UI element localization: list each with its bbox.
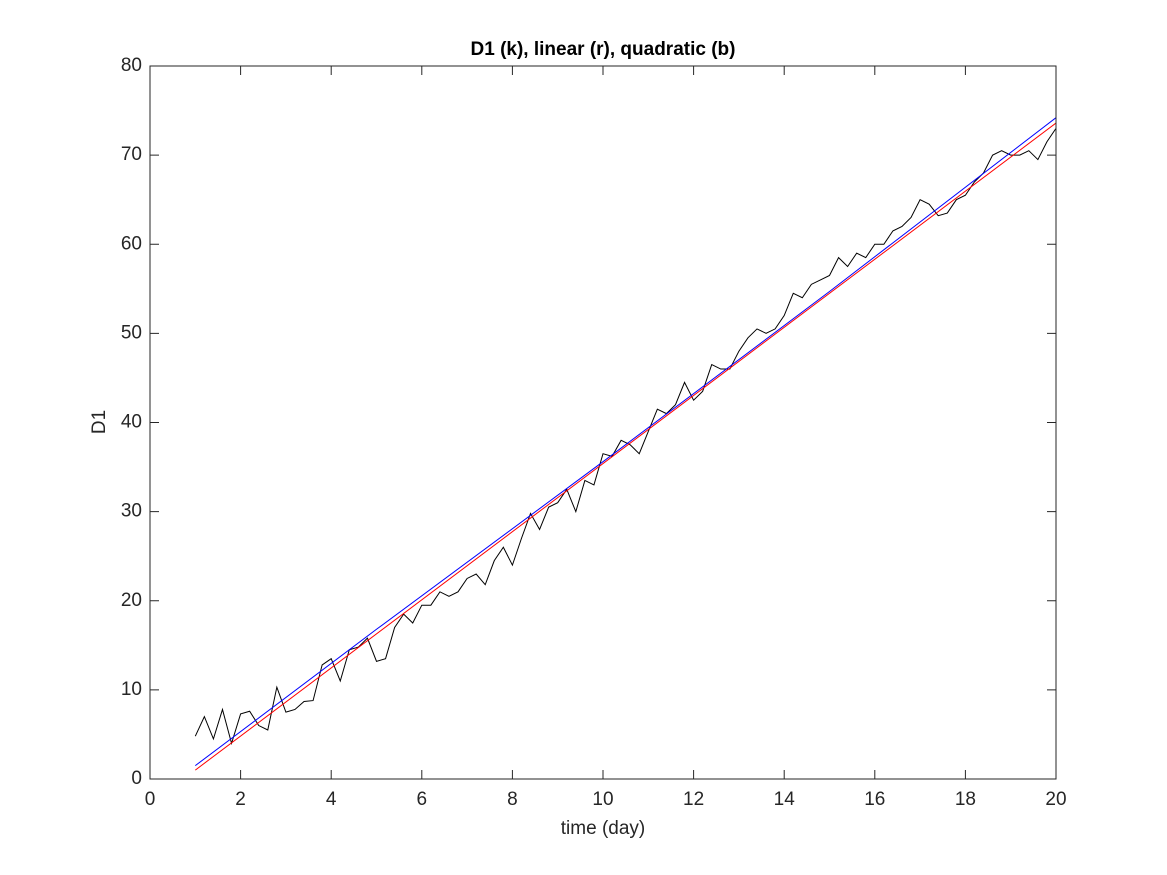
- x-tick-label: 6: [417, 789, 428, 810]
- x-tick-label: 8: [507, 789, 518, 810]
- x-tick-label: 18: [955, 789, 976, 810]
- y-tick-label: 30: [121, 501, 142, 522]
- y-tick-label: 70: [121, 144, 142, 165]
- y-tick-label: 0: [131, 768, 142, 789]
- axes-box: [149, 65, 1057, 780]
- x-axis-label: time (day): [561, 818, 645, 839]
- x-tick-label: 20: [1045, 789, 1066, 810]
- y-tick-label: 50: [121, 322, 142, 343]
- data-line: [194, 117, 1057, 767]
- x-tick-label: 12: [683, 789, 704, 810]
- data-line: [194, 122, 1057, 771]
- y-tick-label: 80: [121, 55, 142, 76]
- y-tick-label: 20: [121, 590, 142, 611]
- x-tick-label: 10: [592, 789, 613, 810]
- chart-title: D1 (k), linear (r), quadratic (b): [471, 39, 736, 60]
- data-line: [194, 128, 1057, 746]
- x-tick-label: 0: [145, 789, 156, 810]
- y-tick-label: 10: [121, 679, 142, 700]
- x-tick-label: 16: [864, 789, 885, 810]
- y-tick-label: 60: [121, 233, 142, 254]
- x-tick-label: 4: [326, 789, 337, 810]
- y-axis-label: D1: [89, 410, 110, 434]
- x-tick-label: 14: [774, 789, 796, 810]
- y-tick-label: 40: [121, 412, 142, 433]
- x-tick-label: 2: [235, 789, 246, 810]
